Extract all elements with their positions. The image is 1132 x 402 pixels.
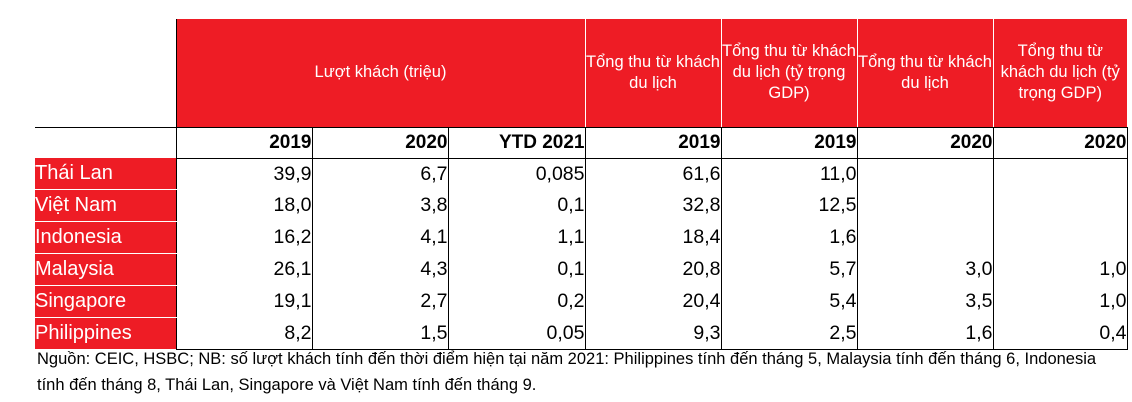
header-revenue-gdp-2019: Tổng thu từ khách du lịch (tỷ trọng GDP) xyxy=(720,19,857,128)
header-revenue-2020: Tổng thu từ khách du lịch xyxy=(856,19,993,128)
year-cell: 2019 xyxy=(175,127,312,159)
value-cell: 0,1 xyxy=(447,189,585,222)
value-cell: 9,3 xyxy=(584,317,721,350)
value-cell: 6,7 xyxy=(311,158,448,190)
value-cell: 1,5 xyxy=(311,317,448,350)
value-cell xyxy=(992,189,1128,222)
year-corner xyxy=(35,127,176,158)
value-cell: 2,7 xyxy=(311,285,448,318)
header-visitors: Lượt khách (triệu) xyxy=(175,19,585,128)
year-row: 2019 2020 YTD 2021 2019 2019 2020 2020 xyxy=(35,127,1128,159)
value-cell: 18,4 xyxy=(584,221,721,254)
value-cell: 20,8 xyxy=(584,253,721,286)
table-row: Thái Lan 39,9 6,7 0,085 61,6 11,0 xyxy=(35,158,1128,190)
table-row: Indonesia 16,2 4,1 1,1 18,4 1,6 xyxy=(35,221,1128,254)
header-row: Lượt khách (triệu) Tổng thu từ khách du … xyxy=(35,19,1127,128)
value-cell: 19,1 xyxy=(175,285,312,318)
header-corner xyxy=(35,19,176,128)
value-cell xyxy=(856,221,993,254)
value-cell: 39,9 xyxy=(175,158,312,190)
value-cell: 5,4 xyxy=(720,285,857,318)
tourism-table: Lượt khách (triệu) Tổng thu từ khách du … xyxy=(35,19,1128,350)
value-cell: 1,0 xyxy=(992,253,1128,286)
value-cell: 11,0 xyxy=(720,158,857,190)
table-row: Singapore 19,1 2,7 0,2 20,4 5,4 3,5 1,0 xyxy=(35,285,1128,318)
value-cell: 1,1 xyxy=(447,221,585,254)
value-cell xyxy=(856,189,993,222)
value-cell xyxy=(992,158,1128,190)
header-revenue-gdp-2020: Tổng thu từ khách du lịch (tỷ trọng GDP) xyxy=(992,19,1127,128)
value-cell: 3,8 xyxy=(311,189,448,222)
value-cell: 26,1 xyxy=(175,253,312,286)
table-row: Philippines 8,2 1,5 0,05 9,3 2,5 1,6 0,4 xyxy=(35,317,1128,350)
country-cell: Indonesia xyxy=(35,221,176,254)
year-cell: 2019 xyxy=(584,127,721,159)
value-cell: 0,1 xyxy=(447,253,585,286)
value-cell: 2,5 xyxy=(720,317,857,350)
year-cell: 2020 xyxy=(856,127,993,159)
value-cell: 20,4 xyxy=(584,285,721,318)
country-cell: Malaysia xyxy=(35,253,176,286)
value-cell: 1,6 xyxy=(720,221,857,254)
value-cell: 5,7 xyxy=(720,253,857,286)
country-cell: Thái Lan xyxy=(35,158,176,190)
value-cell: 12,5 xyxy=(720,189,857,222)
value-cell: 4,3 xyxy=(311,253,448,286)
value-cell: 16,2 xyxy=(175,221,312,254)
value-cell xyxy=(992,221,1128,254)
table-row: Việt Nam 18,0 3,8 0,1 32,8 12,5 xyxy=(35,189,1128,222)
year-cell: 2020 xyxy=(992,127,1128,159)
value-cell: 1,6 xyxy=(856,317,993,350)
year-cell: YTD 2021 xyxy=(447,127,585,159)
value-cell: 0,4 xyxy=(992,317,1128,350)
value-cell: 61,6 xyxy=(584,158,721,190)
value-cell xyxy=(856,158,993,190)
value-cell: 3,5 xyxy=(856,285,993,318)
value-cell: 18,0 xyxy=(175,189,312,222)
year-cell: 2020 xyxy=(311,127,448,159)
value-cell: 1,0 xyxy=(992,285,1128,318)
value-cell: 0,085 xyxy=(447,158,585,190)
value-cell: 32,8 xyxy=(584,189,721,222)
country-cell: Việt Nam xyxy=(35,189,176,222)
value-cell: 8,2 xyxy=(175,317,312,350)
country-cell: Singapore xyxy=(35,285,176,318)
value-cell: 0,05 xyxy=(447,317,585,350)
year-cell: 2019 xyxy=(720,127,857,159)
value-cell: 0,2 xyxy=(447,285,585,318)
country-cell: Philippines xyxy=(35,317,176,349)
value-cell: 4,1 xyxy=(311,221,448,254)
table-row: Malaysia 26,1 4,3 0,1 20,8 5,7 3,0 1,0 xyxy=(35,253,1128,286)
source-note: Nguồn: CEIC, HSBC; NB: số lượt khách tín… xyxy=(37,350,1097,394)
value-cell: 3,0 xyxy=(856,253,993,286)
header-revenue-2019: Tổng thu từ khách du lịch xyxy=(584,19,721,128)
